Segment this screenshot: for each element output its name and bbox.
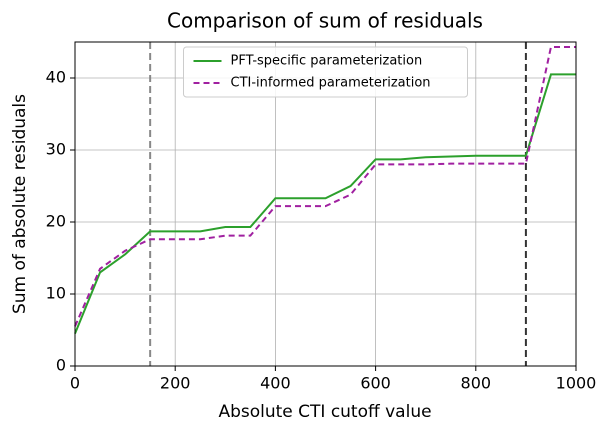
series-line	[74, 46, 576, 327]
y-tick-label: 30	[46, 140, 66, 159]
legend-box	[183, 46, 468, 98]
y-tick-label: 40	[46, 68, 66, 87]
y-axis-label: Sum of absolute residuals	[10, 94, 30, 314]
x-tick-label: 1000	[556, 374, 597, 393]
x-axis-label: Absolute CTI cutoff value	[218, 402, 431, 422]
chart-title: Comparison of sum of residuals	[167, 9, 483, 33]
x-tick-label: 400	[260, 374, 291, 393]
x-tick-label: 0	[70, 374, 80, 393]
series-line	[74, 73, 576, 334]
legend-label: CTI-informed parameterization	[231, 76, 431, 91]
plot-frame	[74, 41, 577, 367]
y-tick-label: 10	[46, 284, 66, 303]
y-tick-label: 20	[46, 212, 66, 231]
x-tick-label: 800	[461, 374, 492, 393]
x-tick-label: 600	[360, 374, 391, 393]
x-tick-label: 200	[160, 374, 191, 393]
legend-label: PFT-specific parameterization	[231, 54, 423, 69]
y-tick-label: 0	[56, 356, 66, 375]
